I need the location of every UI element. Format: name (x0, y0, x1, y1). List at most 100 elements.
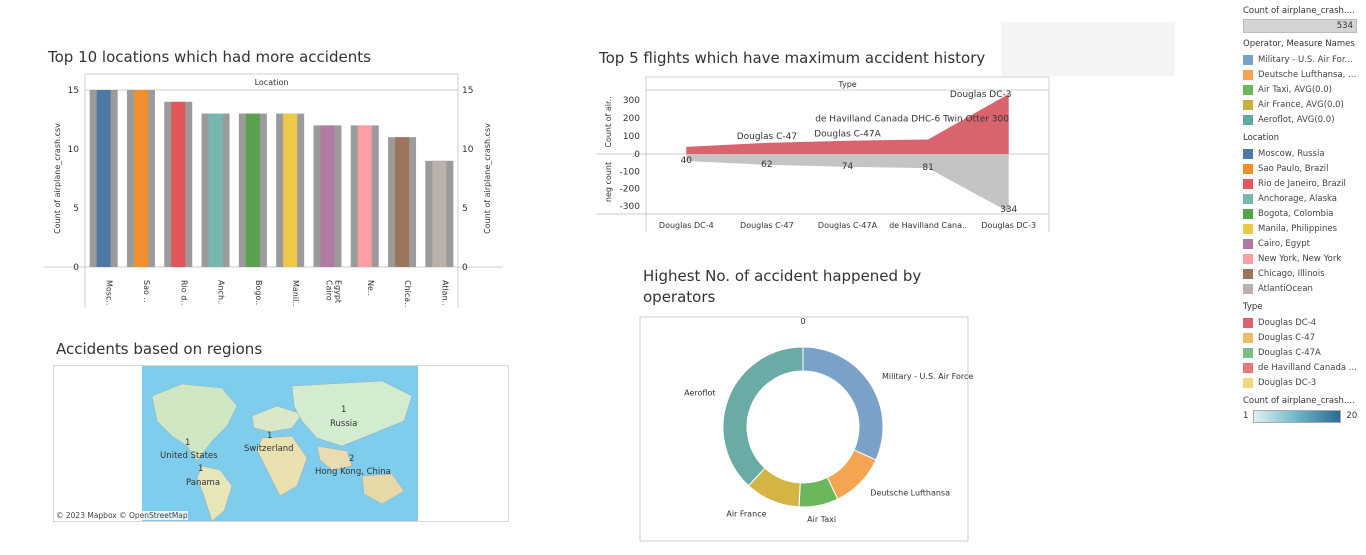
type-legend-item[interactable]: de Havilland Canada ... (1243, 360, 1361, 375)
area-bottom-series (686, 154, 1009, 212)
type-legend-item[interactable]: Douglas DC-4 (1243, 315, 1361, 330)
location-legend-item[interactable]: AtlantiOcean (1243, 281, 1361, 296)
location-legend-swatch (1243, 283, 1253, 294)
location-legend-item[interactable]: Sao Paulo, Brazil (1243, 161, 1361, 176)
type-legend-swatch (1243, 362, 1253, 373)
operator-legend-item[interactable]: Air Taxi, AVG(0.0) (1243, 82, 1361, 97)
location-legend-swatch (1243, 223, 1253, 234)
world-map[interactable]: 1 Russia 1 Switzerland 1 United States 1… (53, 365, 509, 522)
type-legend-label: Douglas DC-4 (1258, 317, 1317, 328)
type-legend-item[interactable]: Douglas DC-3 (1243, 375, 1361, 390)
area-top-label: de Havilland Canada DHC-6 Twin Otter 300 (815, 114, 1009, 124)
type-legend-item[interactable]: Douglas C-47A (1243, 345, 1361, 360)
bar (395, 137, 410, 267)
area-chart-title: Top 5 flights which have maximum acciden… (599, 49, 986, 67)
area-top-series (686, 94, 1009, 154)
location-legend-swatch (1243, 208, 1253, 219)
bar-header-label: Location (255, 78, 289, 87)
type-legend-label: Douglas DC-3 (1258, 377, 1317, 388)
location-legend-swatch (1243, 238, 1253, 249)
bar (96, 90, 111, 267)
map-label-russia: Russia (330, 419, 358, 429)
bar (320, 125, 335, 268)
map-sea (142, 366, 418, 522)
bar-xtick: Chica.. (403, 280, 412, 307)
location-legend-label: Cairo, Egypt (1258, 238, 1310, 249)
area-ytick-top: 100 (623, 132, 640, 142)
location-legend-label: Bogota, Colombia (1258, 208, 1334, 219)
map-label-panama: Panama (186, 478, 221, 488)
bar-xtick: Atlan.. (440, 280, 449, 306)
bar (208, 113, 223, 267)
area-ylabel-bottom: neg count (604, 162, 613, 202)
operator-legend-item[interactable]: Aeroflot, AVG(0.0) (1243, 112, 1361, 127)
type-legend-label: Douglas C-47A (1258, 347, 1321, 358)
bar-ylabel-left: Count of airplane_crash.csv (53, 123, 62, 234)
map-label-hongkong: Hong Kong, China (315, 467, 391, 477)
operator-legend-swatch (1243, 84, 1253, 95)
type-legend-label: Douglas C-47 (1258, 332, 1316, 343)
type-legend-item[interactable]: Douglas C-47 (1243, 330, 1361, 345)
location-legend-label: AtlantiOcean (1258, 283, 1313, 294)
area-ytick-bottom: -100 (620, 167, 641, 177)
area-top-label: Douglas C-47 (737, 132, 797, 142)
operator-legend-label: Military - U.S. Air For... (1258, 54, 1353, 65)
location-legend-item[interactable]: Bogota, Colombia (1243, 206, 1361, 221)
area-xtick: de Havilland Cana.. (889, 221, 967, 230)
location-legend-item[interactable]: Anchorage, Alaska (1243, 191, 1361, 206)
bar-ylabel-right: Count of airplane_crash.csv (483, 123, 492, 234)
donut-slice-label: Deutsche Lufthansa (870, 489, 950, 498)
bar-ytick-left: 15 (68, 86, 79, 96)
donut-slice-label: Aeroflot (684, 389, 715, 398)
bar-xtick: Anch.. (217, 280, 226, 305)
type-legend-swatch (1243, 377, 1253, 388)
location-legend-item[interactable]: Cairo, Egypt (1243, 236, 1361, 251)
area-ytick-bottom: -200 (620, 185, 641, 195)
bar-ytick-right: 15 (462, 86, 473, 96)
location-legend-swatch (1243, 163, 1253, 174)
area-value-label: 62 (761, 160, 772, 170)
operator-legend-label: Air France, AVG(0.0) (1258, 99, 1344, 110)
donut-slice-label: Military - U.S. Air Force (882, 372, 973, 381)
location-legend-label: Manila, Philippines (1258, 223, 1338, 234)
type-legend-swatch (1243, 347, 1253, 358)
map-count-switzerland: 1 (267, 431, 273, 441)
location-legend-item[interactable]: Rio de Janeiro, Brazil (1243, 176, 1361, 191)
donut-chart: 0 Military - U.S. Air Force Deutsche Lufth… (639, 316, 973, 542)
map-label-switzerland: Switzerland (244, 444, 294, 454)
legend-panel: Count of airplane_crash.... 534 Operator… (1243, 6, 1361, 423)
location-legend-swatch (1243, 148, 1253, 159)
location-legend-label: Sao Paulo, Brazil (1258, 163, 1329, 174)
area-xtick: Douglas DC-4 (659, 221, 714, 230)
location-legend-item[interactable]: Chicago, Illinois (1243, 266, 1361, 281)
bar-ytick-left: 10 (68, 145, 80, 155)
location-legend-item[interactable]: Manila, Philippines (1243, 221, 1361, 236)
location-legend-swatch (1243, 193, 1253, 204)
location-legend-item[interactable]: New York, New York (1243, 251, 1361, 266)
gradient-legend-title: Count of airplane_crash.... (1243, 396, 1355, 406)
area-ytick-bottom: -300 (620, 202, 641, 212)
map-title: Accidents based on regions (56, 340, 263, 358)
bar-xtick: Cairo (324, 280, 333, 301)
bar-xtick: Manil.. (291, 280, 300, 306)
area-top-label: Douglas DC-3 (950, 90, 1012, 100)
operator-legend-item[interactable]: Deutsche Lufthansa, ... (1243, 67, 1361, 82)
count-legend-bar[interactable]: 534 (1243, 19, 1357, 33)
map-count-panama: 1 (198, 464, 204, 474)
bar (245, 113, 260, 267)
operator-legend-item[interactable]: Air France, AVG(0.0) (1243, 97, 1361, 112)
bar-ytick-left: 5 (73, 204, 79, 214)
donut-slice-label: Air Taxi (807, 515, 836, 524)
map-attribution[interactable]: © 2023 Mapbox © OpenStreetMap (56, 511, 188, 520)
operator-legend-item[interactable]: Military - U.S. Air For... (1243, 52, 1361, 67)
area-value-label: 81 (922, 163, 933, 173)
bar-xtick: Egypt (333, 280, 342, 303)
area-ylabel-top: Count of air.. (604, 96, 613, 147)
map-count-hongkong: 2 (349, 454, 355, 464)
location-legend-item[interactable]: Moscow, Russia (1243, 146, 1361, 161)
donut-top-tick: 0 (800, 317, 805, 326)
location-legend-label: New York, New York (1258, 253, 1342, 264)
area-ytick-top: 0 (634, 150, 640, 160)
donut-slice (722, 346, 804, 487)
donut-slice-label: Air France (726, 510, 766, 519)
